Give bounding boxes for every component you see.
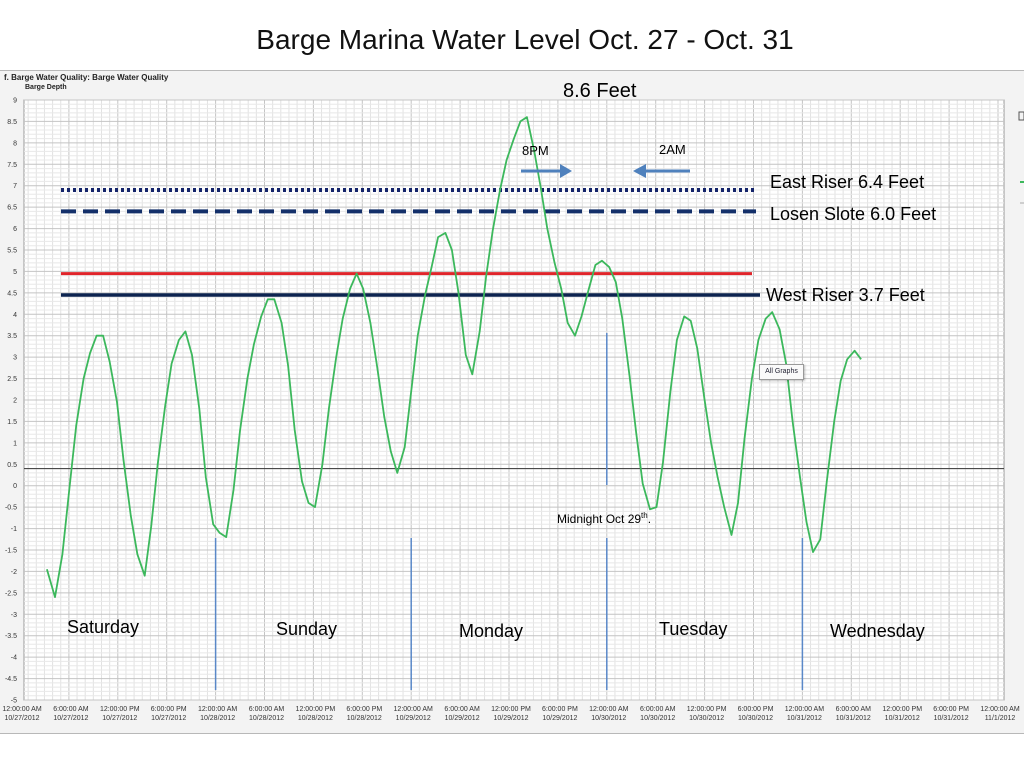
peak-annotation: 8.6 Feet	[563, 80, 637, 102]
x-tick-label-time: 12:00:00 AM	[2, 706, 41, 713]
x-tick-label-time: 6:00:00 AM	[249, 706, 285, 713]
day-label-monday: Monday	[459, 621, 524, 641]
x-tick-label-time: 6:00:00 AM	[640, 706, 676, 713]
panel-title: f. Barge Water Quality: Barge Water Qual…	[4, 73, 169, 82]
x-tick-label-date: 10/31/2012	[836, 715, 871, 722]
x-tick-label-time: 6:00:00 AM	[444, 706, 480, 713]
x-tick-label-time: 12:00:00 PM	[296, 706, 336, 713]
x-tick-label-date: 10/31/2012	[787, 715, 822, 722]
x-tick-label-time: 6:00:00 AM	[836, 706, 872, 713]
x-tick-label-date: 10/27/2012	[151, 715, 186, 722]
y-tick-label: 4	[13, 312, 17, 319]
day-label-tuesday: Tuesday	[659, 619, 728, 639]
y-tick-label: 5.5	[7, 248, 17, 255]
arrow-8pm-head	[560, 164, 572, 178]
x-tick-label-date: 10/31/2012	[934, 715, 969, 722]
x-tick-label-date: 10/31/2012	[885, 715, 920, 722]
day-label-wednesday: Wednesday	[830, 621, 925, 641]
y-tick-label: 1.5	[7, 419, 17, 426]
y-tick-label: 6.5	[7, 205, 17, 212]
x-tick-label-date: 11/1/2012	[985, 715, 1016, 722]
x-tick-label-time: 12:00:00 AM	[198, 706, 237, 713]
y-tick-label: 3.5	[7, 333, 17, 340]
x-tick-label-time: 6:00:00 PM	[151, 706, 187, 713]
x-tick-label-date: 10/30/2012	[689, 715, 724, 722]
y-tick-label: 6	[13, 226, 17, 233]
x-tick-label-time: 6:00:00 PM	[542, 706, 578, 713]
y-tick-label: -0.5	[5, 505, 17, 512]
y-tick-label: 5	[13, 269, 17, 276]
x-tick-label-date: 10/30/2012	[738, 715, 773, 722]
y-tick-label: -3.5	[5, 633, 17, 640]
series-line-barge-depth	[46, 116, 862, 598]
y-tick-label: 3	[13, 355, 17, 362]
x-tick-label-time: 12:00:00 PM	[491, 706, 531, 713]
x-tick-label-time: 6:00:00 PM	[738, 706, 774, 713]
y-tick-label: -1	[11, 526, 17, 533]
losen-slote-label: Losen Slote 6.0 Feet	[770, 204, 937, 224]
y-tick-label: 8	[13, 140, 17, 147]
day-label-saturday: Saturday	[67, 617, 140, 637]
x-tick-label-date: 10/27/2012	[4, 715, 39, 722]
y-tick-label: -2	[11, 569, 17, 576]
y-tick-label: 0	[13, 483, 17, 490]
y-tick-label: 7.5	[7, 162, 17, 169]
slide-title: Barge Marina Water Level Oct. 27 - Oct. …	[256, 24, 794, 55]
x-tick-label-time: 12:00:00 AM	[394, 706, 433, 713]
x-tick-label-date: 10/27/2012	[53, 715, 88, 722]
midnight-annotation: Midnight Oct 29th.	[557, 511, 652, 526]
x-tick-label-date: 10/29/2012	[542, 715, 577, 722]
x-tick-label-time: 6:00:00 PM	[933, 706, 969, 713]
y-tick-label: 0.5	[7, 462, 17, 469]
x-tick-label-date: 10/28/2012	[298, 715, 333, 722]
x-tick-label-time: 12:00:00 AM	[589, 706, 628, 713]
y-tick-label: -1.5	[5, 548, 17, 555]
y-tick-label: 4.5	[7, 290, 17, 297]
west-riser-label: West Riser 3.7 Feet	[766, 285, 925, 305]
y-tick-label: 9	[13, 98, 17, 105]
arrow-label-2am: 2AM	[659, 142, 686, 157]
y-tick-label: 2.5	[7, 376, 17, 383]
x-tick-label-date: 10/30/2012	[591, 715, 626, 722]
x-tick-label-date: 10/29/2012	[396, 715, 431, 722]
x-tick-label-time: 6:00:00 PM	[346, 706, 382, 713]
x-tick-label-time: 12:00:00 AM	[980, 706, 1019, 713]
y-tick-label: 2	[13, 398, 17, 405]
x-tick-label-time: 12:00:00 PM	[687, 706, 727, 713]
all-graphs-button[interactable]: All Graphs	[759, 364, 804, 380]
x-tick-label-date: 10/28/2012	[347, 715, 382, 722]
x-tick-label-time: 12:00:00 PM	[882, 706, 922, 713]
x-tick-label-date: 10/28/2012	[249, 715, 284, 722]
arrow-2am-head	[633, 164, 646, 178]
y-tick-label: -3	[11, 612, 17, 619]
x-tick-label-time: 12:00:00 PM	[100, 706, 140, 713]
x-tick-label-date: 10/30/2012	[640, 715, 675, 722]
y-tick-label: 8.5	[7, 119, 17, 126]
arrow-label-8pm: 8PM	[522, 143, 549, 158]
day-label-sunday: Sunday	[276, 619, 338, 639]
y-tick-label: 7	[13, 183, 17, 190]
east-riser-label: East Riser 6.4 Feet	[770, 172, 925, 192]
x-tick-label-date: 10/29/2012	[493, 715, 528, 722]
x-tick-label-time: 12:00:00 AM	[785, 706, 824, 713]
y-tick-label: -4	[11, 655, 17, 662]
x-tick-label-date: 10/28/2012	[200, 715, 235, 722]
series-label: Barge Depth	[25, 84, 67, 91]
y-tick-label: -4.5	[5, 676, 17, 683]
x-tick-label-date: 10/27/2012	[102, 715, 137, 722]
x-tick-label-date: 10/29/2012	[445, 715, 480, 722]
legend-box-icon	[1018, 111, 1024, 121]
y-tick-label: -2.5	[5, 590, 17, 597]
y-tick-label: 1	[13, 440, 17, 447]
y-tick-label: -5	[11, 698, 17, 705]
x-tick-label-time: 6:00:00 AM	[53, 706, 89, 713]
